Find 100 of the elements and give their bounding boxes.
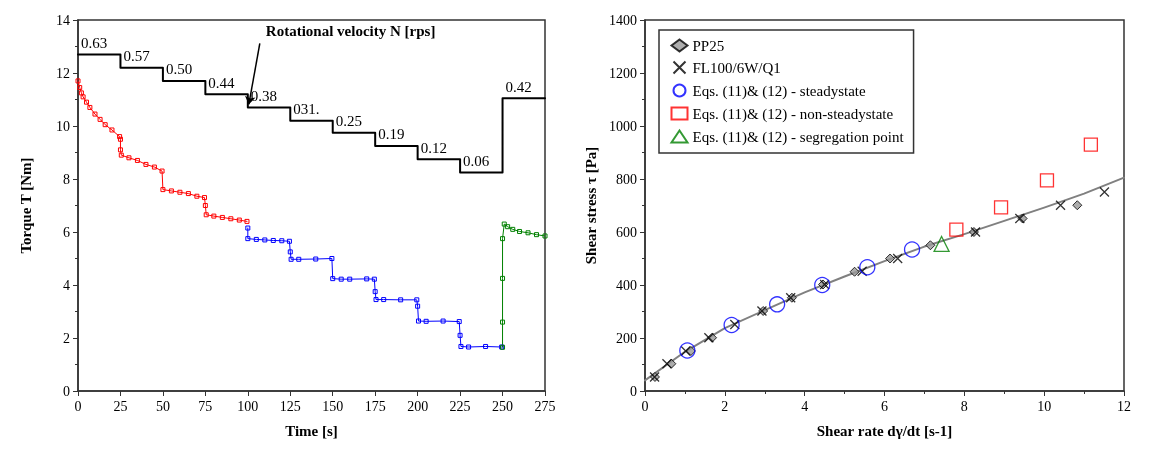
point [768,296,786,313]
point [102,122,108,128]
y-tick-label: 1400 [609,12,637,28]
point [542,233,548,239]
point [814,276,831,294]
point [286,238,292,244]
point [160,187,166,193]
point [371,276,377,282]
point [219,214,225,220]
x-tick-label: 150 [322,398,344,414]
point [859,259,876,276]
point [329,256,335,261]
point [203,212,209,218]
x-tick-label: 75 [198,398,213,414]
point [92,111,98,117]
x-tick-label: 175 [364,398,386,414]
point [466,344,472,350]
legend-label: PP25 [692,37,725,54]
x-tick-label: 4 [801,398,809,414]
annotation: 0.57 [123,48,151,65]
point [313,256,319,262]
point [457,332,463,338]
y-tick-label: 800 [616,171,637,187]
point [510,226,516,232]
point [279,238,285,244]
x-tick-label: 2 [721,398,729,414]
y-tick-label: 400 [616,277,637,293]
y-tick-label: 6 [63,224,70,240]
point [723,316,740,334]
point [925,240,936,251]
point [1099,186,1110,198]
point [415,318,421,324]
point [296,256,302,262]
point [202,195,208,201]
point [1083,137,1099,152]
point [245,225,251,231]
point [372,289,378,295]
x-tick-label: 0 [74,398,82,414]
y-tick-label: 0 [630,383,637,399]
point [892,253,903,264]
annotation: 031. [293,101,320,118]
point [398,297,404,303]
point [168,188,174,194]
y-tick-label: 2 [63,330,70,346]
point [849,266,860,277]
x-tick-label: 10 [1037,398,1052,414]
point [118,152,124,158]
point [949,222,964,237]
text: Rotational velocity N [rps] [265,22,436,39]
point [347,276,353,282]
point [262,237,268,243]
legend-label: Eqs. (11)& (12) - steadystate [692,82,866,100]
x-tick-label: 125 [279,398,301,414]
point [903,241,921,258]
annotation: 0.42 [505,78,532,95]
x-tick-label: 225 [449,398,471,414]
point [415,303,421,309]
y-tick-label: 0 [63,383,70,399]
point [1055,200,1066,211]
point [456,319,462,325]
point [236,217,242,223]
y-tick-label: 14 [56,12,70,28]
point [500,275,506,281]
point [338,276,344,282]
point [501,221,507,227]
y-tick-label: 200 [616,330,637,346]
point [703,332,715,343]
point [933,235,950,253]
point [202,203,208,208]
x-tick-label: 100 [237,398,259,414]
point [679,342,696,359]
point [483,343,489,349]
point [364,276,370,282]
point [194,193,200,199]
x-tick-label: 275 [534,398,556,414]
y-axis-title: Shear stress τ [Pa] [582,146,599,265]
point [288,256,294,262]
point [83,99,89,105]
point [78,90,84,96]
x-tick-label: 8 [960,398,968,414]
point [87,104,93,110]
point [244,218,250,224]
annotation: 0.44 [208,74,236,91]
x-tick-label: 25 [113,398,128,414]
point [505,224,511,230]
point [423,318,429,324]
annotation: 0.38 [250,87,278,104]
line-series [644,176,1125,382]
point [500,236,506,242]
legend-label: Eqs. (11)& (12) - segregation point [692,128,905,146]
point [77,85,83,91]
line-series [500,221,548,350]
point [245,236,251,242]
point [458,343,464,349]
y-tick-label: 4 [63,277,70,293]
point [993,200,1009,215]
point [117,147,123,153]
annotation: 0.19 [378,126,405,143]
legend-label: Eqs. (11)& (12) - non-steadystate [692,105,894,123]
annotation: 0.25 [335,113,362,130]
